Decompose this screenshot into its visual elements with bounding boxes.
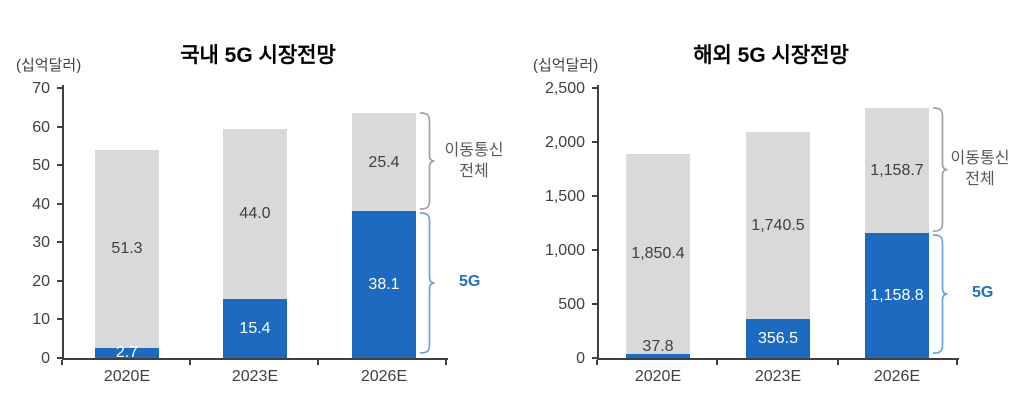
y-axis-tick-mark [57,241,62,243]
y-axis-tick-mark [57,164,62,166]
y-axis-tick-mark [592,141,597,143]
x-axis-category-label: 2020E [634,368,682,385]
x-axis-line [597,358,959,360]
y-axis-tick-label: 0 [576,350,585,367]
y-axis-line [597,85,599,360]
bar-value-label-total: 1,158.7 [870,162,924,179]
bar-value-label-5g: 356.5 [757,330,799,347]
x-axis-category-label: 2023E [754,368,802,385]
y-axis-tick-mark [592,87,597,89]
x-axis-category-label: 2023E [231,368,279,385]
y-axis-tick-mark [57,318,62,320]
x-axis-tick-mark [716,360,718,365]
bar-value-label-total: 44.0 [239,205,271,222]
bar-segment-total [95,150,159,348]
curly-brace-total [932,107,948,232]
chart-title: 국내 5G 시장전망 [180,44,336,68]
bar-value-label-5g: 2.7 [115,344,139,361]
curly-brace-5g [932,234,948,354]
bar-segment-5g [626,354,690,358]
y-axis-tick-label: 60 [32,119,50,136]
bar-value-label-5g: 1,158.8 [870,287,924,304]
curly-brace-5g [419,212,435,354]
x-axis-tick-mark [956,360,958,365]
y-axis-tick-mark [592,303,597,305]
curly-brace-total [419,112,435,210]
y-axis-tick-label: 70 [32,80,50,97]
y-axis-tick-label: 1,000 [544,242,585,259]
bar-segment-total [352,113,416,211]
brace-label-total: 이동통신 전체 [444,142,504,180]
x-axis-tick-mark [596,360,598,365]
chart-title: 해외 5G 시장전망 [693,44,849,68]
bar-segment-total [223,129,287,299]
brace-label-5g: 5G [972,284,994,301]
bar-value-label-total: 25.4 [368,154,400,171]
bar-value-label-5g: 38.1 [368,276,400,293]
y-axis-tick-mark [592,195,597,197]
bar-segment-5g [223,299,287,358]
y-axis-tick-label: 2,500 [544,80,585,97]
bar-segment-5g [746,319,810,358]
y-axis-tick-mark [592,249,597,251]
bar-segment-total [626,154,690,354]
bar-value-label-5g: 15.4 [239,320,271,337]
bar-segment-5g [95,348,159,358]
y-axis-tick-mark [57,357,62,359]
y-axis-tick-label: 10 [32,311,50,328]
bar-value-label-total: 1,740.5 [751,217,805,234]
y-axis-tick-mark [57,203,62,205]
brace-label-5g: 5G [459,273,481,290]
y-axis-tick-label: 500 [558,296,585,313]
y-axis-tick-mark [57,126,62,128]
y-axis-tick-mark [57,87,62,89]
x-axis-tick-mark [189,360,191,365]
y-axis-unit-label: (십억달러) [16,57,82,74]
y-axis-tick-label: 2,000 [544,134,585,151]
bar-segment-5g [865,233,929,358]
x-axis-line [62,358,448,360]
x-axis-tick-mark [445,360,447,365]
y-axis-tick-label: 0 [41,350,50,367]
y-axis-tick-mark [592,357,597,359]
y-axis-tick-label: 20 [32,273,50,290]
x-axis-category-label: 2026E [873,368,921,385]
bar-segment-5g [352,211,416,358]
bar-value-label-total: 51.3 [111,240,143,257]
y-axis-unit-label: (십억달러) [533,57,599,74]
x-axis-category-label: 2026E [360,368,408,385]
y-axis-tick-label: 50 [32,157,50,174]
bar-value-label-total: 1,850.4 [631,245,685,262]
y-axis-line [62,85,64,360]
brace-label-total: 이동통신 전체 [950,150,1010,188]
x-axis-tick-mark [317,360,319,365]
y-axis-tick-mark [57,280,62,282]
bar-segment-total [746,132,810,320]
y-axis-tick-label: 40 [32,196,50,213]
y-axis-tick-label: 1,500 [544,188,585,205]
x-axis-tick-mark [61,360,63,365]
x-axis-tick-mark [837,360,839,365]
bar-value-label-5g: 37.8 [642,338,674,355]
x-axis-category-label: 2020E [103,368,151,385]
bar-segment-total [865,108,929,233]
y-axis-tick-label: 30 [32,234,50,251]
